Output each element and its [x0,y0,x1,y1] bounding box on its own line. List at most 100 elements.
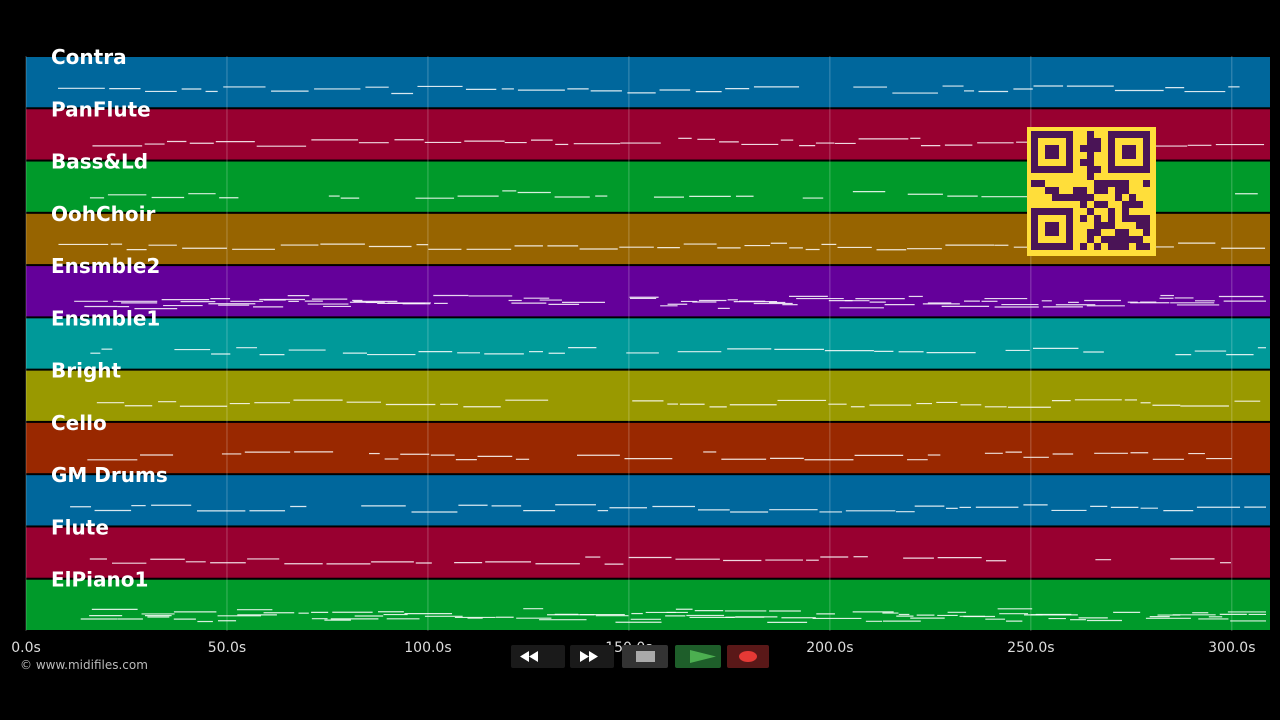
qr-module [1066,194,1073,201]
qr-module [1080,159,1087,166]
qr-module [1080,194,1087,201]
fast-forward-icon [580,651,598,662]
qr-module [1080,243,1087,250]
qr-module [1122,243,1129,250]
qr-module [1080,201,1087,208]
qr-module [1101,236,1108,243]
qr-module [1129,215,1136,222]
time-tick-label: 50.0s [208,640,246,656]
qr-module [1087,145,1094,152]
qr-module [1108,180,1115,187]
qr-module [1136,201,1143,208]
qr-module [1045,187,1052,194]
track-name: Bass&Ld [51,150,148,174]
qr-finder [1122,145,1136,159]
track-band [26,57,1270,108]
qr-module [1129,201,1136,208]
qr-module [1073,187,1080,194]
qr-finder [1108,131,1150,173]
qr-module [1143,222,1150,229]
qr-module [1052,187,1059,194]
qr-module [1122,208,1129,215]
qr-module [1080,187,1087,194]
qr-module [1122,180,1129,187]
track-labels: Contra PanFlute Bass&Ld OohChoir Ensmble2 Ens… [51,45,168,592]
qr-module [1115,187,1122,194]
qr-module [1094,138,1101,145]
qr-module [1094,222,1101,229]
record-icon [739,651,757,662]
qr-module [1136,215,1143,222]
qr-module [1101,180,1108,187]
track-band [26,266,1270,317]
qr-module [1094,145,1101,152]
qr-module [1031,180,1038,187]
qr-module [1115,194,1122,201]
qr-module [1094,166,1101,173]
track-name: Contra [51,45,127,69]
time-tick-label: 100.0s [404,640,451,656]
qr-module [1094,243,1101,250]
qr-module [1101,187,1108,194]
qr-module [1108,243,1115,250]
qr-module [1136,222,1143,229]
track-band [26,527,1270,578]
qr-finder [1045,145,1059,159]
qr-module [1087,173,1094,180]
qr-module [1073,194,1080,201]
time-tick-label: 0.0s [11,640,41,656]
track-name: Cello [51,411,107,435]
track-name: Ensmble1 [51,306,160,330]
qr-module [1122,187,1129,194]
qr-module [1087,208,1094,215]
qr-module [1129,194,1136,201]
notes [58,85,1266,623]
qr-module [1108,222,1115,229]
qr-finder [1031,208,1073,250]
track-name: Ensmble2 [51,254,160,278]
qr-module [1143,215,1150,222]
track-name: OohChoir [51,202,155,226]
qr-module [1087,166,1094,173]
qr-module [1143,180,1150,187]
time-tick-label: 250.0s [1007,640,1054,656]
qr-module [1094,201,1101,208]
track-band [26,579,1270,630]
track-name: GM Drums [51,463,168,487]
qr-module [1087,194,1094,201]
qr-module [1080,145,1087,152]
qr-module [1115,229,1122,236]
qr-module [1094,215,1101,222]
qr-module [1122,201,1129,208]
qr-module [1087,236,1094,243]
time-tick-label: 300.0s [1208,640,1255,656]
qr-module [1087,159,1094,166]
track-name: Flute [51,515,109,539]
qr-module [1115,180,1122,187]
qr-module [1094,229,1101,236]
track-name: Bright [51,359,122,383]
qr-module [1115,236,1122,243]
qr-module [1087,138,1094,145]
qr-module [1108,208,1115,215]
qr-module [1122,215,1129,222]
rewind-icon [520,651,538,662]
qr-module [1122,236,1129,243]
qr-module [1122,229,1129,236]
qr-module [1094,187,1101,194]
qr-module [1038,180,1045,187]
track-band [26,475,1270,526]
track-name: PanFlute [51,97,151,121]
transport-controls [511,645,769,668]
qr-module [1108,215,1115,222]
copyright: © www.midifiles.com [20,658,148,672]
qr-finder [1045,222,1059,236]
track-band [26,318,1270,369]
qr-finder [1031,131,1073,173]
play-icon [690,650,716,663]
qr-code [1027,127,1156,256]
qr-module [1101,201,1108,208]
qr-module [1136,236,1143,243]
